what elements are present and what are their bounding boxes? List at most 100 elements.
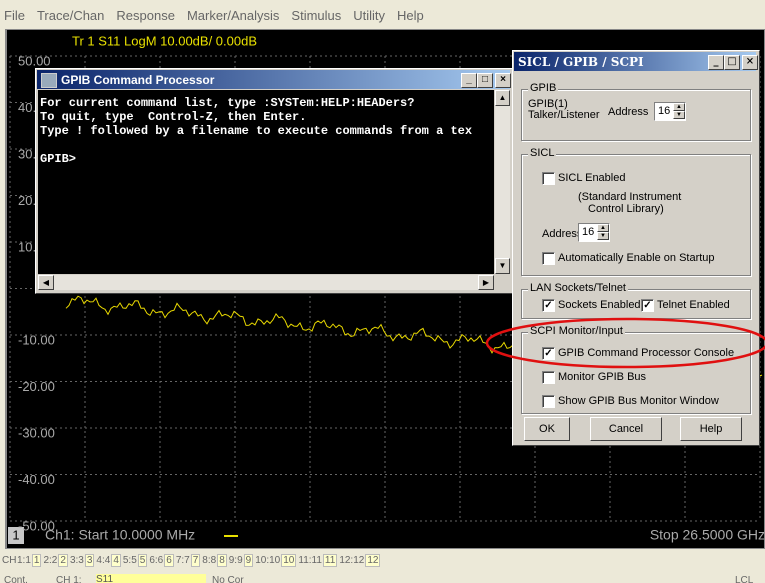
sicl-note: (Standard Instrument (578, 191, 682, 203)
channel-tab[interactable]: 1:1 (17, 555, 31, 566)
channel-box[interactable]: 6 (164, 554, 174, 567)
menu-item[interactable]: File (4, 8, 25, 23)
channel-tab[interactable]: 5:5 (122, 555, 137, 566)
checkbox[interactable]: ✓ (542, 347, 555, 360)
dialog-title-bar: SICL / GPIB / SCPI _ □ × (514, 52, 758, 71)
sicl-group: SICL SICL Enabled (Standard Instrument C… (521, 147, 751, 276)
channel-box[interactable]: 2 (58, 554, 68, 567)
channel-tab[interactable]: 11:11 (298, 555, 322, 566)
start-label: Ch1: Start 10.0000 MHz (45, 527, 195, 543)
channel-tab[interactable]: 3:3 (69, 555, 84, 566)
v-scrollbar[interactable]: ▲ ▼ (495, 90, 510, 274)
y-axis-label: 50.00 (18, 53, 51, 68)
channel-tab[interactable]: 4:4 (96, 555, 111, 566)
channel-box[interactable]: 4 (111, 554, 121, 567)
address-label: Address (542, 228, 583, 240)
checkbox[interactable] (542, 371, 555, 384)
channel-box[interactable]: 1 (31, 554, 42, 567)
channel-box[interactable]: 5 (137, 554, 148, 567)
minimize-button[interactable]: _ (461, 73, 477, 88)
scpi-group: SCPI Monitor/Input ✓ GPIB Command Process… (521, 325, 751, 414)
sicl-dialog: SICL / GPIB / SCPI _ □ × GPIB GPIB(1) Ta… (512, 50, 760, 446)
dialog-button[interactable]: Help (680, 417, 742, 441)
close-button[interactable]: × (742, 55, 758, 70)
channel-box[interactable]: 10 (281, 554, 297, 567)
status-mode: Cont. (4, 575, 28, 583)
menu-item[interactable]: Stimulus (291, 8, 342, 23)
menu-item[interactable]: Help (397, 8, 424, 23)
dialog-button[interactable]: Cancel (590, 417, 662, 441)
menu-item[interactable]: Trace/Chan (36, 8, 105, 23)
address-spinner[interactable]: 16 ▲ ▼ (654, 102, 686, 121)
group-label: GPIB (528, 82, 559, 94)
channel-tab[interactable]: 7:7 (175, 555, 190, 566)
menu-item[interactable]: Marker/Analysis (186, 8, 280, 23)
menu-bar: File Trace/Chan Response Marker/Analysis Sti… (0, 0, 765, 29)
checkbox[interactable]: ✓ (641, 299, 654, 312)
checkbox-label: SICL Enabled (558, 172, 626, 184)
console-prompt: GPIB> (40, 152, 77, 166)
address-value: 16 (658, 105, 671, 117)
trace-label: Tr 1 S11 LogM 10.00dB/ 0.00dB (72, 33, 257, 48)
y-axis-label: -50.00 (18, 518, 55, 533)
channel-tab[interactable]: 2:2 (43, 555, 58, 566)
status-lcl: LCL (735, 575, 754, 583)
checkbox[interactable]: ✓ (542, 299, 555, 312)
channel-tab[interactable]: 9:9 (228, 555, 243, 566)
status-prefix: CH (2, 555, 17, 566)
checkbox-label: GPIB Command Processor Console (558, 347, 735, 359)
gpib-device: GPIB(1) (528, 98, 568, 110)
status-channel: CH 1: (56, 575, 82, 583)
channel-box[interactable]: 8 (217, 554, 227, 567)
checkbox-label: Monitor GPIB Bus (558, 371, 647, 383)
app-icon (41, 73, 57, 88)
console-line: Type ! followed by a filename to execute… (40, 124, 473, 138)
minimize-button[interactable]: _ (708, 55, 724, 70)
checkbox[interactable] (542, 395, 555, 408)
y-axis-label: -30.00 (18, 425, 55, 440)
channel-box[interactable]: 9 (243, 554, 254, 567)
address-label: Address (608, 106, 649, 118)
stop-label: Stop 26.5000 GHz (650, 527, 765, 543)
channel-tab[interactable]: 8:8 (202, 555, 217, 566)
menu-item[interactable]: Response (116, 8, 175, 23)
channel-box (8, 527, 24, 544)
checkbox-label: Automatically Enable on Startup (558, 252, 715, 264)
close-button[interactable]: × (495, 73, 511, 88)
status-param: S11 (96, 574, 206, 583)
channel-number: 1 (12, 527, 19, 542)
maximize-button[interactable]: □ (724, 55, 740, 70)
console[interactable]: For current command list, type :SYSTem:H… (38, 90, 494, 274)
gpib-role: Talker/Listener (528, 109, 600, 121)
group-label: SCPI Monitor/Input (528, 325, 625, 337)
group-label: LAN Sockets/Telnet (528, 282, 628, 294)
group-label: SICL (528, 147, 557, 159)
status-bar: Cont. CH 1: S11 No Cor LCL CH 1:1 1 2:2 2 3:3… (0, 549, 765, 583)
address-value: 16 (582, 226, 595, 238)
dialog-title: SICL / GPIB / SCPI (518, 55, 644, 69)
checkbox-label: Show GPIB Bus Monitor Window (558, 395, 719, 407)
channel-box[interactable]: 12 (365, 554, 381, 567)
y-axis-label: -10.00 (18, 332, 55, 347)
channel-box[interactable]: 3 (84, 554, 95, 567)
channel-tab[interactable]: 12:12 (339, 555, 365, 566)
gpib-group: GPIB GPIB(1) Talker/Listener Address 16 ▲… (521, 82, 751, 141)
dialog-button[interactable]: OK (524, 417, 570, 441)
lan-group: LAN Sockets/Telnet ✓ Sockets Enabled ✓ T… (521, 282, 751, 319)
menu-item[interactable]: Utility (353, 8, 386, 23)
address-spinner[interactable]: 16 ▲ ▼ (578, 223, 610, 242)
status-correction: No Cor (212, 575, 244, 583)
checkbox[interactable] (542, 252, 555, 265)
y-axis-label: -20.00 (18, 379, 55, 394)
channel-box[interactable]: 7 (190, 554, 201, 567)
checkbox[interactable] (542, 172, 555, 185)
channel-box[interactable]: 11 (322, 554, 338, 567)
h-scrollbar[interactable]: ◀ ▶ (38, 275, 494, 290)
channel-tab[interactable]: 6:6 (149, 555, 164, 566)
maximize-button[interactable]: □ (477, 73, 493, 88)
console-line: To quit, type Control-Z, then Enter. (40, 110, 307, 124)
console-line: For current command list, type :SYSTem:H… (40, 96, 415, 110)
channel-tab[interactable]: 10:10 (255, 555, 281, 566)
y-axis-label: -40.00 (18, 472, 55, 487)
